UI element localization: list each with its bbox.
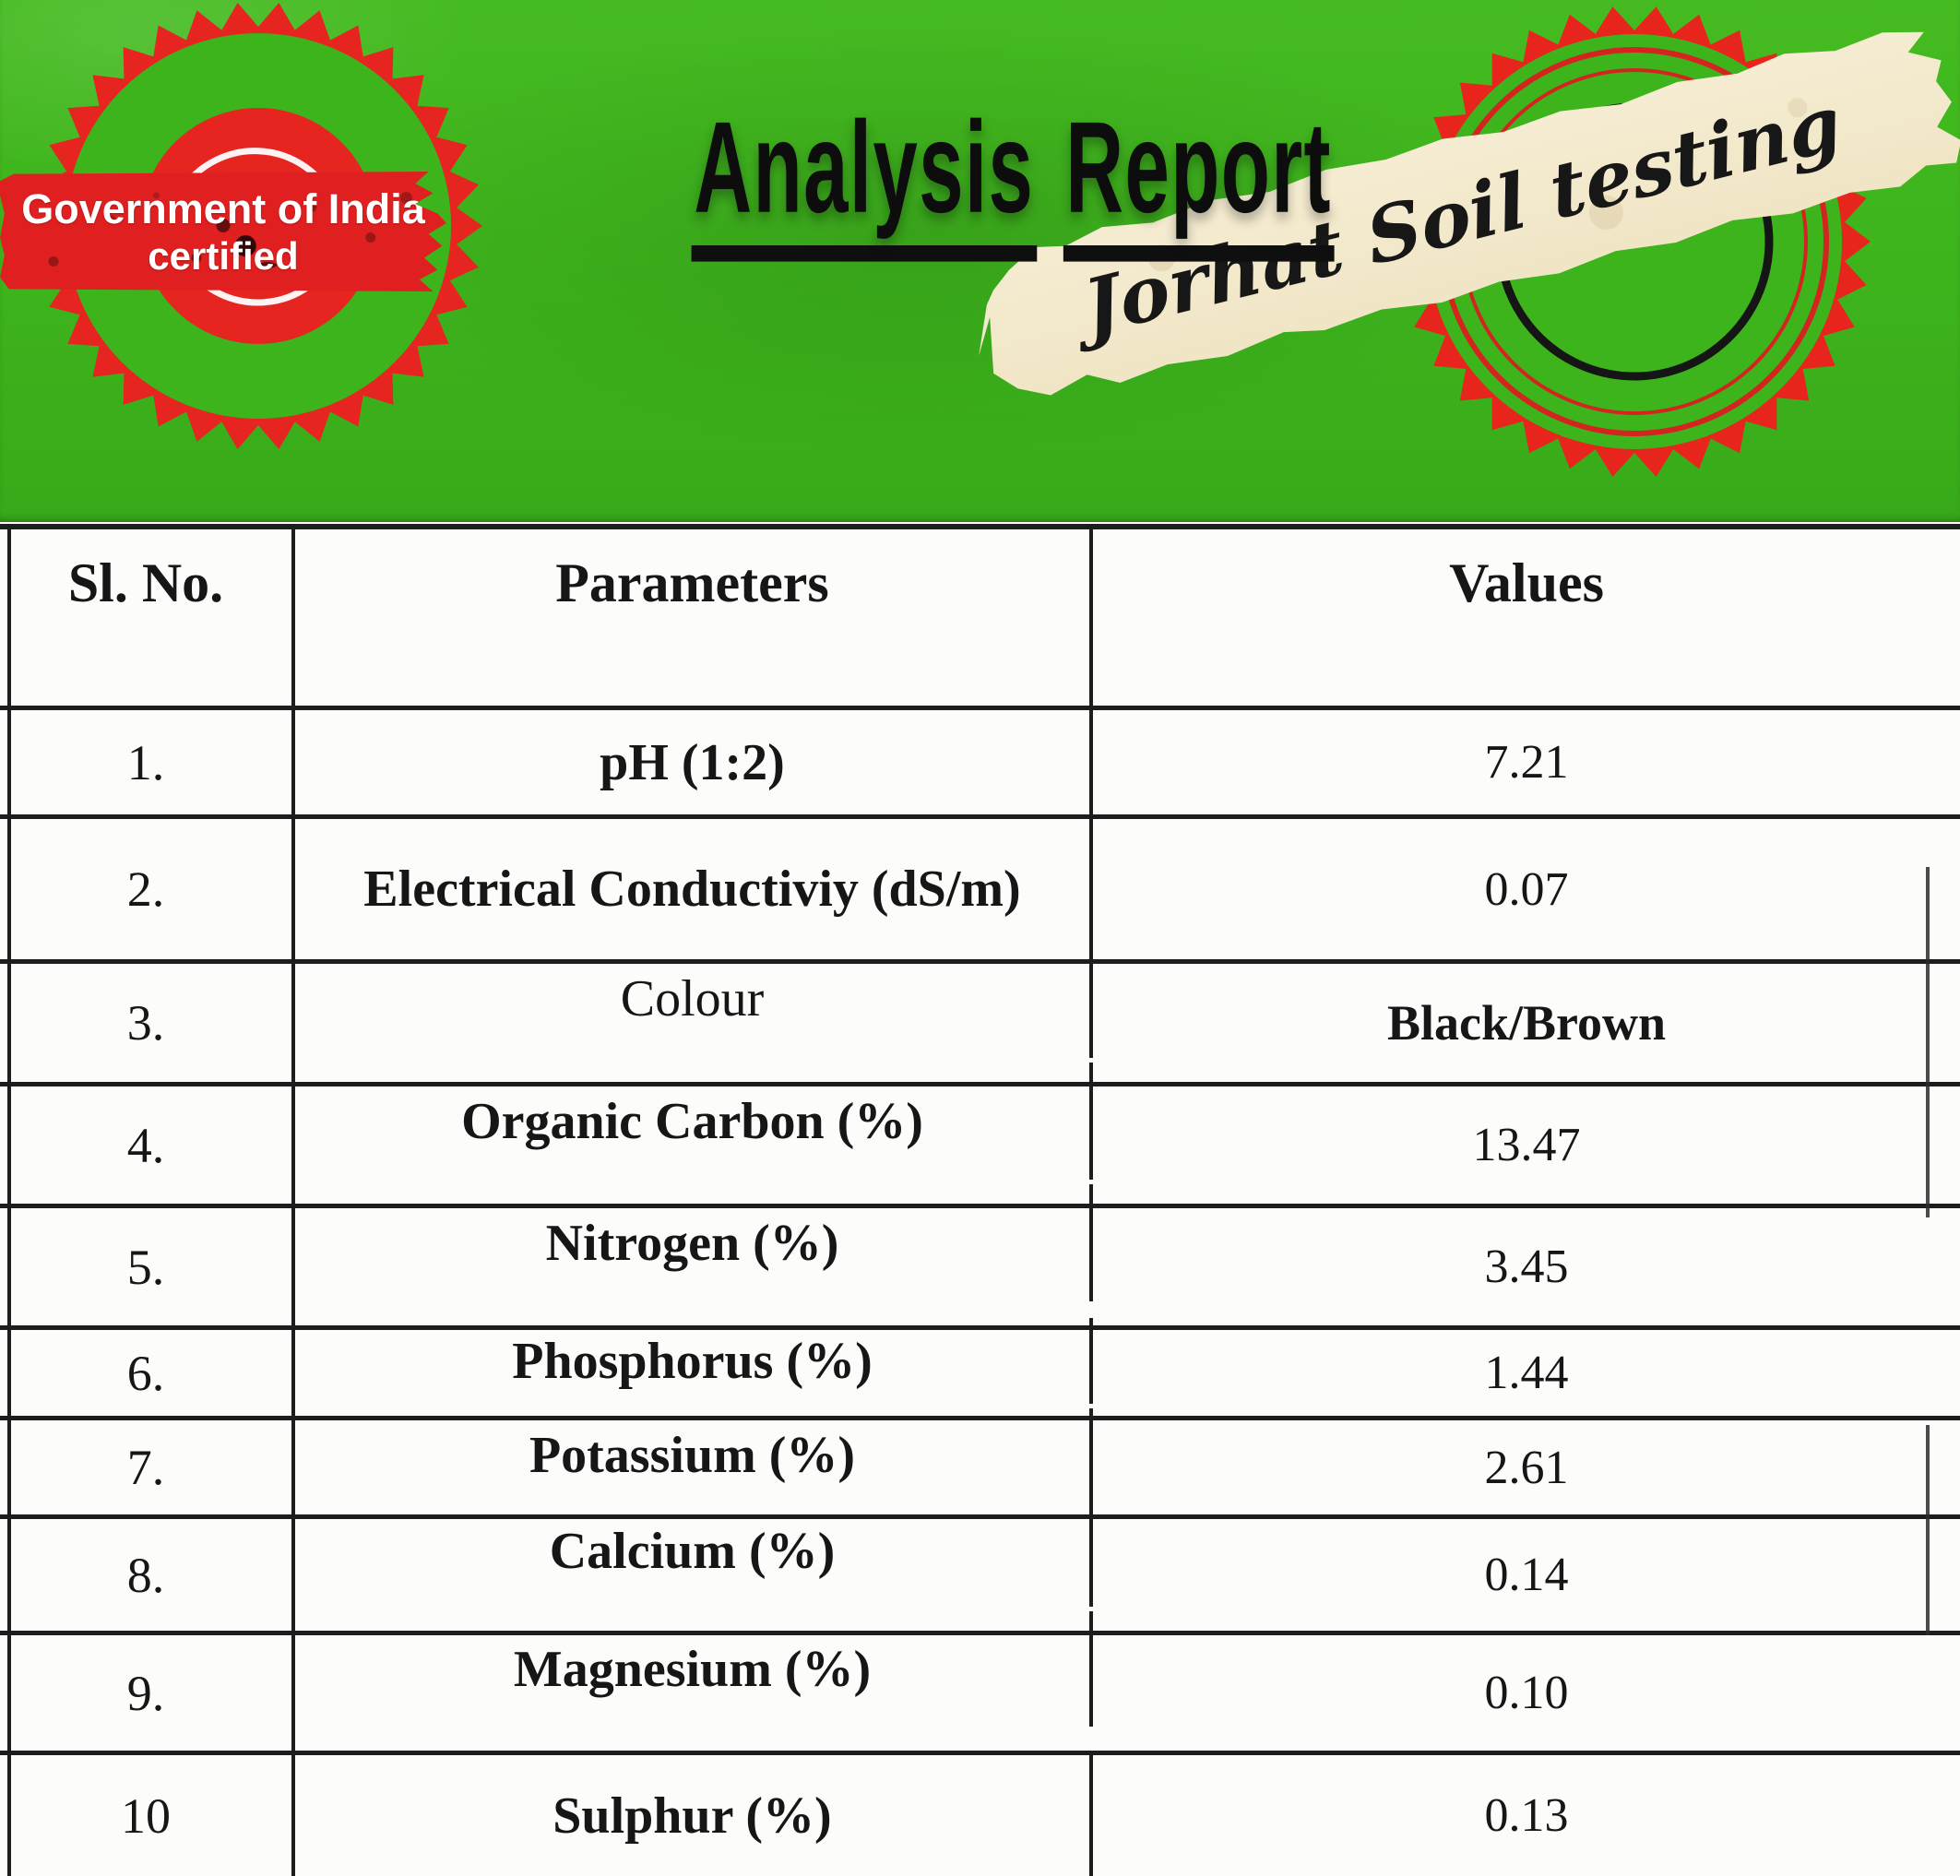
value-cell: 0.07 [1484, 862, 1569, 916]
table-right-border-fragment [1926, 1425, 1930, 1635]
sl-no-cell: 10 [0, 1755, 295, 1876]
value-cell: 2.61 [1484, 1441, 1569, 1494]
table-header-row: Sl. No. Parameters Values [0, 529, 1960, 710]
sl-no-cell: 3. [0, 964, 295, 1082]
sl-no-cell: 5. [0, 1208, 295, 1325]
table-row: 3. Colour Black/Brown [0, 940, 1960, 1086]
sl-no-cell: 4. [0, 1086, 295, 1204]
sl-no-cell: 7. [0, 1420, 295, 1514]
value-cell: 13.47 [1472, 1119, 1581, 1171]
table-row: 5. Nitrogen (%) 3.45 [0, 1184, 1960, 1330]
gov-ribbon-line2: certified [148, 233, 299, 278]
value-cell: 3.45 [1484, 1241, 1569, 1293]
sl-no-cell: 8. [0, 1519, 295, 1631]
parameter-cell: Magnesium (%) [295, 1611, 1093, 1727]
table-row: 2. Electrical Conductiviy (dS/m) 0.07 [0, 819, 1960, 964]
table-row: 1. pH (1:2) 7.21 [0, 710, 1960, 819]
value-cell: 1.44 [1484, 1347, 1569, 1399]
value-cell: 0.13 [1484, 1789, 1569, 1842]
page-title-word: Analysis [691, 102, 1037, 262]
column-header-values: Values [1449, 552, 1604, 613]
sl-no-cell: 2. [0, 819, 295, 959]
government-certified-ribbon: Government of India certified [0, 172, 446, 291]
parameter-cell: Phosphorus (%) [295, 1318, 1093, 1404]
parameter-cell: Potassium (%) [295, 1408, 1093, 1502]
table-left-border [7, 524, 11, 1876]
parameter-cell: Organic Carbon (%) [295, 1063, 1093, 1180]
parameter-cell: Colour [295, 940, 1093, 1058]
page-title: Analysis Report [691, 102, 1335, 262]
table-top-border [0, 524, 1960, 529]
gov-ribbon-line1: Government of India [21, 184, 425, 232]
table-row: 9. Magnesium (%) 0.10 [0, 1611, 1960, 1755]
sl-no-cell: 1. [0, 710, 295, 814]
value-cell: 0.10 [1484, 1667, 1569, 1719]
parameter-cell: Calcium (%) [295, 1495, 1093, 1607]
table-row: 10 Sulphur (%) 0.13 [0, 1755, 1960, 1876]
column-header-parameters: Parameters [295, 529, 1093, 706]
report-sheet [0, 522, 1960, 1876]
table-row: 4. Organic Carbon (%) 13.47 [0, 1063, 1960, 1208]
page-title-word: Report [1063, 102, 1335, 262]
column-header-sl-no: Sl. No. [0, 529, 295, 706]
sl-no-cell: 9. [0, 1635, 295, 1751]
value-cell: 7.21 [1484, 736, 1569, 789]
table-row: 7. Potassium (%) 2.61 [0, 1408, 1960, 1519]
parameter-cell: Nitrogen (%) [295, 1184, 1093, 1301]
table-row: 6. Phosphorus (%) 1.44 [0, 1318, 1960, 1420]
value-cell: Black/Brown [1386, 995, 1667, 1051]
value-cell: 0.14 [1484, 1549, 1569, 1601]
parameter-cell: pH (1:2) [295, 710, 1093, 814]
table-right-border-fragment [1926, 867, 1930, 1217]
parameter-cell: Electrical Conductiviy (dS/m) [295, 819, 1093, 959]
analysis-table: Sl. No. Parameters Values 1. pH (1:2) 7.… [0, 529, 1960, 1876]
table-row: 8. Calcium (%) 0.14 [0, 1495, 1960, 1635]
sl-no-cell: 6. [0, 1330, 295, 1416]
parameter-cell: Sulphur (%) [295, 1755, 1093, 1876]
